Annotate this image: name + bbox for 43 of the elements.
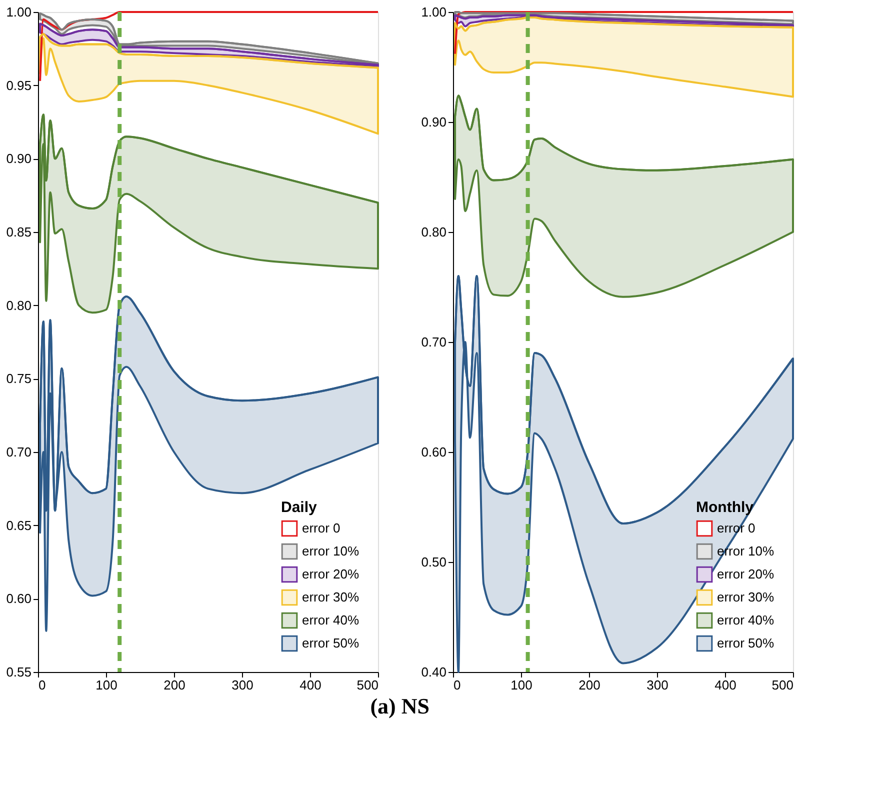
x-tick-label: 300 bbox=[232, 678, 254, 692]
legend-title: Daily bbox=[281, 499, 318, 516]
line-series bbox=[454, 11, 794, 55]
y-tick-label: 0.75 bbox=[6, 371, 32, 386]
x-tick-label: 500 bbox=[772, 678, 794, 692]
y-tick-label: 0.55 bbox=[6, 664, 32, 680]
legend-label: error 40% bbox=[717, 612, 775, 628]
y-tick-label: 0.60 bbox=[6, 591, 32, 606]
y-tick-label: 0.40 bbox=[421, 664, 446, 680]
legend-label: error 20% bbox=[302, 566, 360, 582]
y-tick-label: 0.85 bbox=[6, 224, 32, 240]
y-tick-label: 0.50 bbox=[421, 554, 446, 570]
legend-label: error 30% bbox=[717, 590, 775, 604]
legend-label: error 0 bbox=[302, 520, 340, 536]
y-tick-label: 0.90 bbox=[421, 114, 446, 130]
y-tick-label: 0.80 bbox=[421, 224, 446, 240]
x-tick-label: 200 bbox=[578, 678, 600, 692]
x-tick-label: 0 bbox=[38, 678, 46, 692]
legend-label: error 10% bbox=[302, 544, 360, 558]
x-tick-label: 500 bbox=[356, 678, 378, 692]
x-tick-label: 200 bbox=[164, 678, 186, 692]
legend-label: error 30% bbox=[302, 590, 360, 604]
x-tick-label: 400 bbox=[714, 678, 736, 692]
y-tick-label: 0.70 bbox=[421, 334, 446, 350]
y-tick-label: 1.00 bbox=[6, 4, 32, 20]
legend-label: error 50% bbox=[302, 636, 360, 650]
y-tick-label: 1.00 bbox=[421, 4, 446, 20]
x-tick-label: 100 bbox=[510, 678, 532, 692]
x-tick-label: 0 bbox=[454, 678, 461, 692]
legend-label: error 40% bbox=[302, 612, 360, 628]
line-series bbox=[39, 11, 379, 82]
y-tick-label: 0.95 bbox=[6, 78, 32, 93]
y-tick-label: 0.65 bbox=[6, 518, 32, 533]
y-tick-label: 0.80 bbox=[6, 298, 32, 313]
text: (a) NS bbox=[370, 694, 430, 718]
x-tick-label: 100 bbox=[96, 678, 118, 692]
legend-label: error 20% bbox=[717, 566, 775, 582]
x-tick-label: 400 bbox=[300, 678, 322, 692]
y-tick-label: 0.60 bbox=[421, 444, 446, 460]
x-tick-label: 300 bbox=[646, 678, 668, 692]
y-tick-label: 0.90 bbox=[6, 151, 32, 166]
legend-label: error 50% bbox=[717, 636, 775, 650]
y-tick-label: 0.70 bbox=[6, 444, 32, 460]
